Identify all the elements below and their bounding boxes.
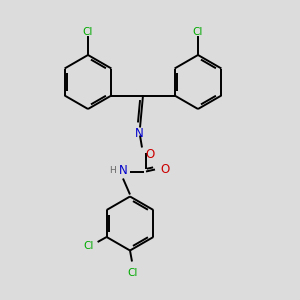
Text: Cl: Cl [193, 27, 203, 37]
Text: H: H [109, 166, 116, 175]
Text: N: N [118, 164, 127, 177]
Text: O: O [146, 148, 154, 161]
Text: O: O [160, 163, 169, 176]
Text: Cl: Cl [128, 268, 138, 278]
Text: Cl: Cl [83, 27, 93, 37]
Text: Cl: Cl [83, 241, 94, 251]
Text: N: N [135, 127, 143, 140]
